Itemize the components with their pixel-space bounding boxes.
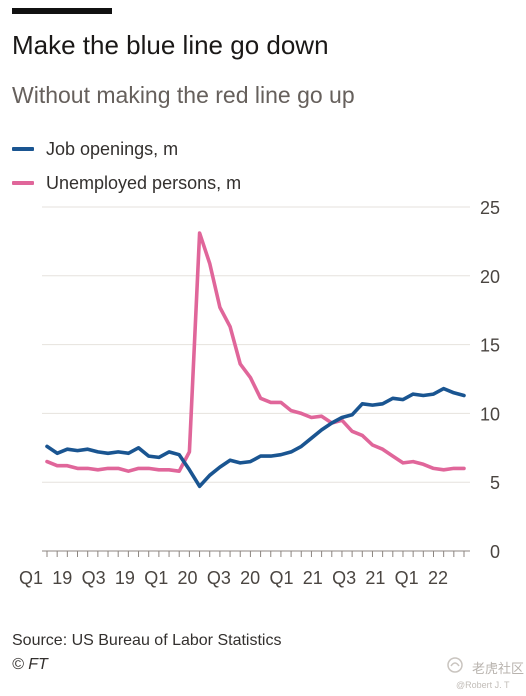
y-tick-label-10: 10 — [480, 404, 500, 424]
y-tick-label-15: 15 — [480, 336, 500, 356]
watermark-subtext: @Robert J. T — [456, 680, 510, 690]
legend-item-job-openings: Job openings, m — [12, 132, 241, 166]
legend: Job openings, m Unemployed persons, m — [12, 132, 241, 200]
series-line-job-openings — [45, 386, 466, 489]
x-tick-label: 20 — [178, 568, 198, 588]
x-tick-label: Q3 — [332, 568, 356, 588]
x-tick-label: 19 — [52, 568, 72, 588]
y-tick-label-0: 0 — [490, 542, 500, 562]
x-tick-label: 20 — [240, 568, 260, 588]
y-tick-label-5: 5 — [490, 473, 500, 493]
watermark-logo-icon — [447, 657, 463, 673]
series-line-unemployed — [45, 231, 466, 474]
legend-label-unemployed: Unemployed persons, m — [46, 172, 242, 193]
chart-subtitle: Without making the red line go up — [12, 82, 355, 108]
watermark-text: 老虎社区 — [472, 661, 525, 676]
y-tick-label-20: 20 — [480, 267, 500, 287]
legend-swatch-unemployed — [12, 181, 34, 185]
legend-label-job-openings: Job openings, m — [46, 138, 179, 159]
legend-item-unemployed: Unemployed persons, m — [12, 166, 241, 200]
source-note: Source: US Bureau of Labor Statistics — [12, 632, 282, 649]
copyright-credit: © FT — [12, 656, 48, 673]
x-tick-label: Q1 — [269, 568, 293, 588]
x-tick-label: 22 — [428, 568, 448, 588]
top-accent-bar — [12, 8, 112, 14]
x-tick-label: Q3 — [207, 568, 231, 588]
x-tick-label: 21 — [303, 568, 323, 588]
x-tick-label: 19 — [115, 568, 135, 588]
x-tick-label: Q1 — [144, 568, 168, 588]
x-tick-label: Q1 — [395, 568, 419, 588]
line-chart: 0 5 10 15 20 25 Q1 19 Q3 19 Q1 20 Q3 20 Q1 21 Q3 21 Q1 22 — [19, 198, 500, 588]
x-tick-label: 21 — [365, 568, 385, 588]
legend-swatch-job-openings — [12, 147, 34, 151]
x-tick-label: Q1 — [19, 568, 43, 588]
chart-title: Make the blue line go down — [12, 30, 329, 60]
y-tick-label-25: 25 — [480, 198, 500, 218]
x-tick-label: Q3 — [82, 568, 106, 588]
